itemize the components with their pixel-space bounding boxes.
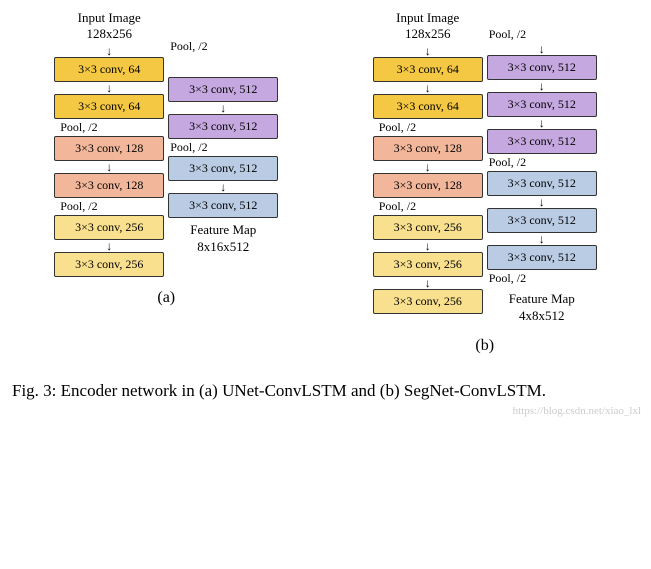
b-conv512-4: 3×3 conv, 512 (487, 171, 597, 196)
a-sublabel: (a) (157, 289, 175, 307)
a-conv64-1: 3×3 conv, 64 (54, 57, 164, 82)
arrow-icon: ↓ (106, 161, 112, 173)
a-out-dims: 8x16x512 (197, 239, 249, 254)
arrow-icon: ↓ (425, 45, 431, 57)
diagram-row: Input Image 128x256 ↓ 3×3 conv, 64 ↓ 3×3… (10, 10, 641, 365)
b-pool-3: Pool, /2 (487, 27, 526, 42)
b-input-label: Input Image 128x256 (396, 10, 459, 41)
b-conv64-1: 3×3 conv, 64 (373, 57, 483, 82)
arrow-icon: ↓ (539, 117, 545, 129)
arrow-icon: ↓ (539, 196, 545, 208)
arrow-icon: ↓ (425, 82, 431, 94)
diagram-a: Input Image 128x256 ↓ 3×3 conv, 64 ↓ 3×3… (10, 10, 323, 365)
b-conv128-1: 3×3 conv, 128 (373, 136, 483, 161)
a-conv128-2: 3×3 conv, 128 (54, 173, 164, 198)
b-input-dims: 128x256 (405, 26, 451, 41)
arrow-icon: ↓ (106, 45, 112, 57)
a-conv512-4: 3×3 conv, 512 (168, 193, 278, 218)
a-input-label: Input Image 128x256 (78, 10, 141, 41)
b-conv512-6: 3×3 conv, 512 (487, 245, 597, 270)
a-conv512-3: 3×3 conv, 512 (168, 156, 278, 181)
arrow-icon: ↓ (220, 181, 226, 193)
b-conv512-2: 3×3 conv, 512 (487, 92, 597, 117)
arrow-icon: ↓ (539, 43, 545, 55)
a-conv256-1: 3×3 conv, 256 (54, 215, 164, 240)
a-conv128-1: 3×3 conv, 128 (54, 136, 164, 161)
diagram-b-columns: Input Image 128x256 ↓ 3×3 conv, 64 ↓ 3×3… (329, 10, 642, 325)
a-pool-1: Pool, /2 (54, 120, 97, 135)
b-pool-4: Pool, /2 (487, 155, 526, 170)
a-conv512-1: 3×3 conv, 512 (168, 77, 278, 102)
b-conv256-1: 3×3 conv, 256 (373, 215, 483, 240)
b-pool-2: Pool, /2 (373, 199, 416, 214)
b-output-label: Feature Map 4x8x512 (509, 291, 575, 325)
arrow-icon: ↓ (425, 277, 431, 289)
b-out-dims: 4x8x512 (519, 308, 565, 323)
b-pool-5: Pool, /2 (487, 271, 526, 286)
b-pool-1: Pool, /2 (373, 120, 416, 135)
a-output-label: Feature Map 8x16x512 (190, 222, 256, 256)
b-conv64-2: 3×3 conv, 64 (373, 94, 483, 119)
diagram-b: Input Image 128x256 ↓ 3×3 conv, 64 ↓ 3×3… (329, 10, 642, 365)
arrow-icon: ↓ (425, 161, 431, 173)
a-pool-2: Pool, /2 (54, 199, 97, 214)
b-conv512-5: 3×3 conv, 512 (487, 208, 597, 233)
b-input-title: Input Image (396, 10, 459, 25)
diagram-a-columns: Input Image 128x256 ↓ 3×3 conv, 64 ↓ 3×3… (10, 10, 323, 277)
a-conv64-2: 3×3 conv, 64 (54, 94, 164, 119)
b-out-title: Feature Map (509, 291, 575, 306)
b-right-col: Pool, /2 ↓ 3×3 conv, 512 ↓ 3×3 conv, 512… (487, 10, 597, 325)
arrow-icon: ↓ (539, 80, 545, 92)
a-conv256-2: 3×3 conv, 256 (54, 252, 164, 277)
a-right-col: Pool, /2 3×3 conv, 512 ↓ 3×3 conv, 512 P… (168, 10, 278, 277)
arrow-icon: ↓ (539, 233, 545, 245)
b-conv256-3: 3×3 conv, 256 (373, 289, 483, 314)
watermark-text: https://blog.csdn.net/xiao_lxl (10, 405, 641, 417)
a-out-title: Feature Map (190, 222, 256, 237)
a-left-col: Input Image 128x256 ↓ 3×3 conv, 64 ↓ 3×3… (54, 10, 164, 277)
figure-caption: Fig. 3: Encoder network in (a) UNet-Conv… (10, 379, 641, 403)
arrow-icon: ↓ (220, 102, 226, 114)
a-input-title: Input Image (78, 10, 141, 25)
b-conv256-2: 3×3 conv, 256 (373, 252, 483, 277)
b-left-col: Input Image 128x256 ↓ 3×3 conv, 64 ↓ 3×3… (373, 10, 483, 325)
b-conv128-2: 3×3 conv, 128 (373, 173, 483, 198)
a-pool-3: Pool, /2 (168, 39, 207, 54)
arrow-icon: ↓ (106, 82, 112, 94)
b-conv512-3: 3×3 conv, 512 (487, 129, 597, 154)
a-conv512-2: 3×3 conv, 512 (168, 114, 278, 139)
arrow-icon: ↓ (425, 240, 431, 252)
a-input-dims: 128x256 (86, 26, 132, 41)
arrow-icon: ↓ (106, 240, 112, 252)
b-conv512-1: 3×3 conv, 512 (487, 55, 597, 80)
a-pool-4: Pool, /2 (168, 140, 207, 155)
b-sublabel: (b) (475, 337, 494, 355)
